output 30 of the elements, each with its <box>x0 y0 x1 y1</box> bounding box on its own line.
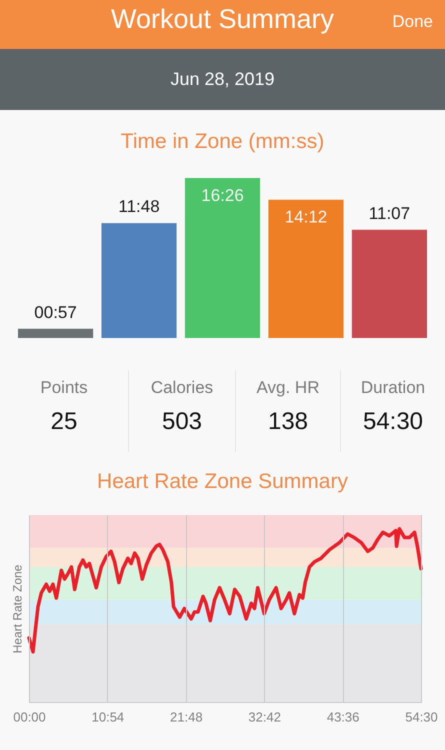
text: Jun 28, 2019 <box>0 49 445 110</box>
text: Workout Summary <box>110 4 334 34</box>
text: Calories <box>150 377 214 399</box>
text: 138 <box>266 407 310 437</box>
bar <box>268 200 344 338</box>
text: 54:30 <box>362 407 424 437</box>
x-tick-label: 10:54 <box>92 710 124 724</box>
data-label: 16:26 <box>201 186 244 205</box>
bar <box>352 230 427 338</box>
text: 25 <box>50 407 78 437</box>
chart-title: Heart Rate Zone Summary <box>96 469 349 495</box>
bar <box>101 223 177 338</box>
text: Avg. HR <box>256 377 320 399</box>
bar <box>18 328 94 338</box>
text: Done <box>392 11 433 33</box>
data-label: 11:48 <box>118 197 160 216</box>
text: Duration <box>360 377 426 399</box>
bar <box>184 178 260 338</box>
data-label: 14:12 <box>284 208 328 227</box>
y-axis-title: Heart Rate Zone <box>10 564 24 654</box>
x-tick-label: 43:36 <box>326 710 360 724</box>
x-tick-label: 54:30 <box>405 710 438 724</box>
text: 503 <box>160 407 204 437</box>
x-tick-label: 00:00 <box>13 710 46 724</box>
x-tick-label: 21:48 <box>170 710 203 724</box>
x-tick-label: 32:42 <box>248 710 281 724</box>
data-label: 00:57 <box>34 302 77 322</box>
data-label: 11:07 <box>368 204 410 223</box>
chart-title: Time in Zone (mm:ss) <box>120 129 326 155</box>
text: Points <box>39 377 89 399</box>
